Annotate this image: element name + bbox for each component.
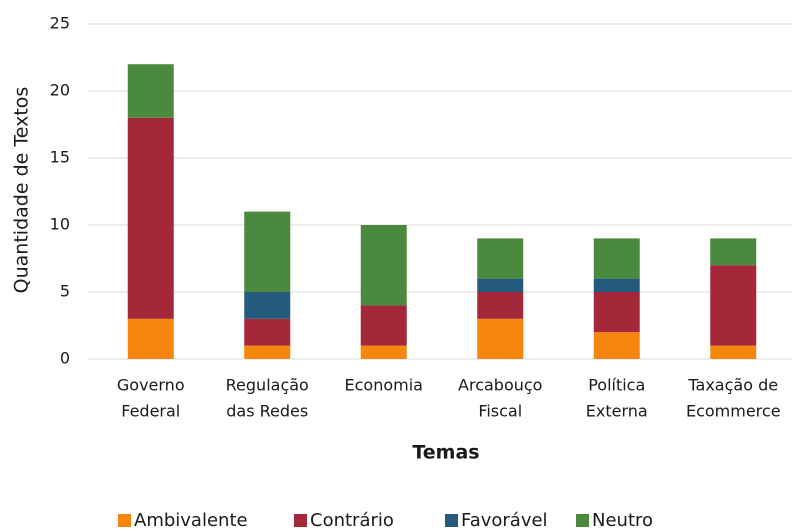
bar-segment	[593, 238, 640, 279]
legend-label: Neutro	[592, 510, 653, 531]
bar-segment	[244, 292, 291, 319]
x-axis-title: Temas	[412, 442, 479, 464]
x-tick-label: Economia	[345, 376, 423, 395]
y-tick-label: 20	[50, 81, 70, 100]
x-tick-label: das Redes	[226, 402, 308, 421]
bar-segment	[477, 278, 524, 292]
y-tick-label: 0	[60, 349, 70, 368]
bar-segment	[710, 345, 757, 359]
bar-segment	[244, 211, 291, 292]
bar-segment	[127, 318, 174, 359]
bar-segment	[477, 238, 524, 279]
bar-segment	[593, 292, 640, 333]
legend-label: Contrário	[310, 510, 394, 531]
legend-swatch	[294, 514, 307, 527]
legend-label: Favorável	[461, 510, 548, 531]
x-tick-label: Taxação de	[687, 376, 778, 395]
y-tick-label: 25	[50, 14, 70, 33]
legend-swatch	[445, 514, 458, 527]
bar-segment	[244, 318, 291, 346]
bar-segment	[127, 117, 174, 319]
bar-segment	[593, 278, 640, 292]
x-tick-label: Ecommerce	[686, 402, 781, 421]
bar-segment	[360, 305, 407, 346]
x-tick-label: Fiscal	[478, 402, 522, 421]
x-tick-label: Política	[588, 376, 645, 395]
bar-segment	[477, 318, 524, 359]
y-tick-label: 5	[60, 282, 70, 301]
bar-segment	[127, 64, 174, 118]
legend-swatch	[576, 514, 589, 527]
x-tick-label: Regulação	[226, 376, 309, 395]
x-tick-label: Governo	[117, 376, 185, 395]
bar-segment	[360, 225, 407, 306]
bar-segment	[710, 265, 757, 346]
bar-segment	[710, 238, 757, 266]
bar-segment	[477, 292, 524, 319]
bar-segment	[244, 345, 291, 359]
x-tick-label: Externa	[586, 402, 648, 421]
legend-swatch	[118, 514, 131, 527]
bar-segment	[360, 345, 407, 359]
x-tick-label: Arcabouço	[458, 376, 542, 395]
legend-label: Ambivalente	[134, 510, 248, 531]
y-tick-label: 10	[50, 215, 70, 234]
x-tick-label: Federal	[121, 402, 180, 421]
y-axis-title: Quantidade de Textos	[11, 87, 33, 294]
bar-segment	[593, 332, 640, 359]
y-tick-label: 15	[50, 148, 70, 167]
